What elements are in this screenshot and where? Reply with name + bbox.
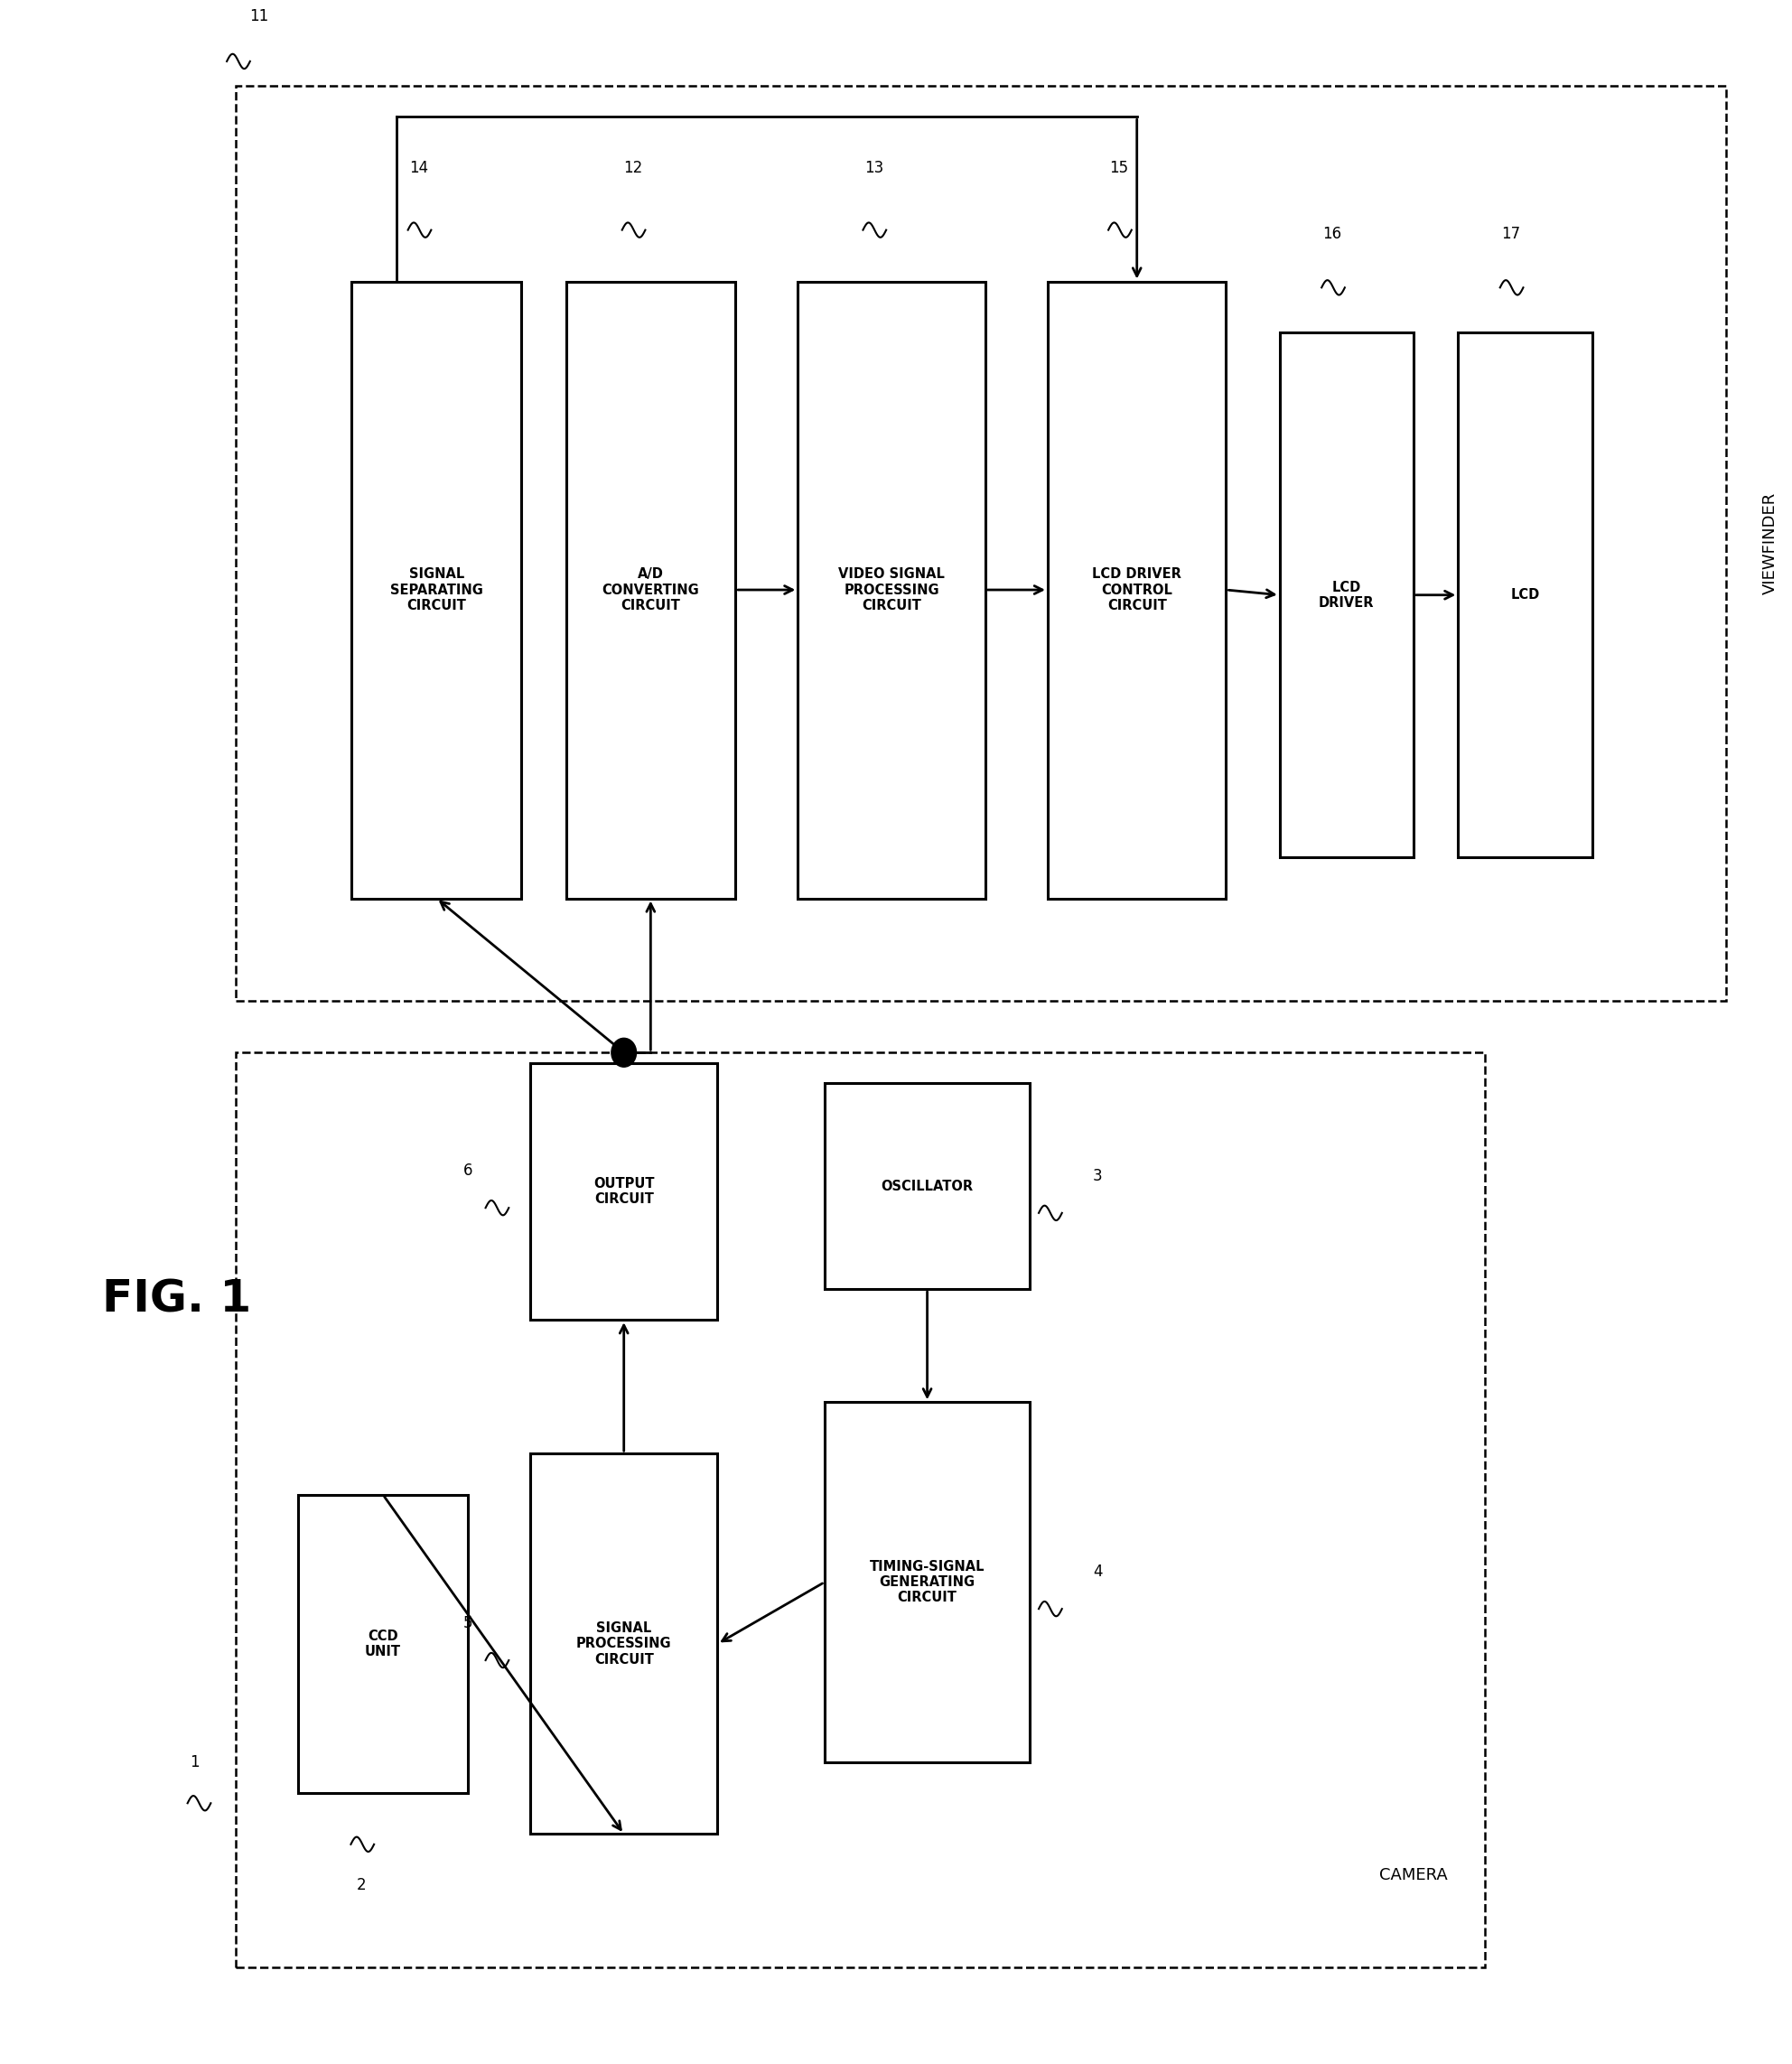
Text: LCD
DRIVER: LCD DRIVER (1319, 580, 1374, 609)
Text: OUTPUT
CIRCUIT: OUTPUT CIRCUIT (593, 1176, 654, 1205)
Polygon shape (1279, 332, 1414, 857)
Text: SIGNAL
PROCESSING
CIRCUIT: SIGNAL PROCESSING CIRCUIT (577, 1622, 672, 1666)
Text: 4: 4 (1093, 1565, 1102, 1579)
Polygon shape (530, 1453, 717, 1835)
Polygon shape (824, 1401, 1030, 1763)
Polygon shape (351, 281, 521, 898)
Text: FIG. 1: FIG. 1 (102, 1278, 251, 1321)
Polygon shape (297, 1494, 468, 1794)
Polygon shape (1048, 281, 1226, 898)
Text: VIEWFINDER: VIEWFINDER (1762, 493, 1778, 594)
Text: 5: 5 (462, 1616, 473, 1631)
Polygon shape (797, 281, 986, 898)
Polygon shape (566, 281, 735, 898)
Text: 3: 3 (1093, 1168, 1102, 1185)
Text: 6: 6 (462, 1162, 473, 1179)
Text: TIMING-SIGNAL
GENERATING
CIRCUIT: TIMING-SIGNAL GENERATING CIRCUIT (869, 1560, 986, 1604)
Polygon shape (237, 1053, 1486, 1967)
Text: 12: 12 (624, 161, 642, 175)
Text: CCD
UNIT: CCD UNIT (366, 1628, 401, 1659)
Text: 11: 11 (249, 8, 269, 25)
Text: OSCILLATOR: OSCILLATOR (882, 1179, 973, 1193)
Text: 14: 14 (409, 161, 428, 175)
Text: 1: 1 (190, 1754, 199, 1771)
Text: LCD DRIVER
CONTROL
CIRCUIT: LCD DRIVER CONTROL CIRCUIT (1093, 568, 1181, 613)
Circle shape (611, 1038, 636, 1067)
Text: 13: 13 (864, 161, 883, 175)
Text: 2: 2 (357, 1878, 366, 1893)
Text: A/D
CONVERTING
CIRCUIT: A/D CONVERTING CIRCUIT (602, 568, 699, 613)
Polygon shape (1459, 332, 1591, 857)
Polygon shape (824, 1084, 1030, 1290)
Text: 15: 15 (1109, 161, 1129, 175)
Text: 17: 17 (1502, 225, 1520, 241)
Text: VIDEO SIGNAL
PROCESSING
CIRCUIT: VIDEO SIGNAL PROCESSING CIRCUIT (839, 568, 944, 613)
Polygon shape (530, 1063, 717, 1319)
Polygon shape (237, 87, 1726, 1001)
Text: 16: 16 (1322, 225, 1342, 241)
Text: LCD: LCD (1511, 588, 1539, 603)
Text: SIGNAL
SEPARATING
CIRCUIT: SIGNAL SEPARATING CIRCUIT (391, 568, 484, 613)
Text: CAMERA: CAMERA (1380, 1868, 1448, 1882)
